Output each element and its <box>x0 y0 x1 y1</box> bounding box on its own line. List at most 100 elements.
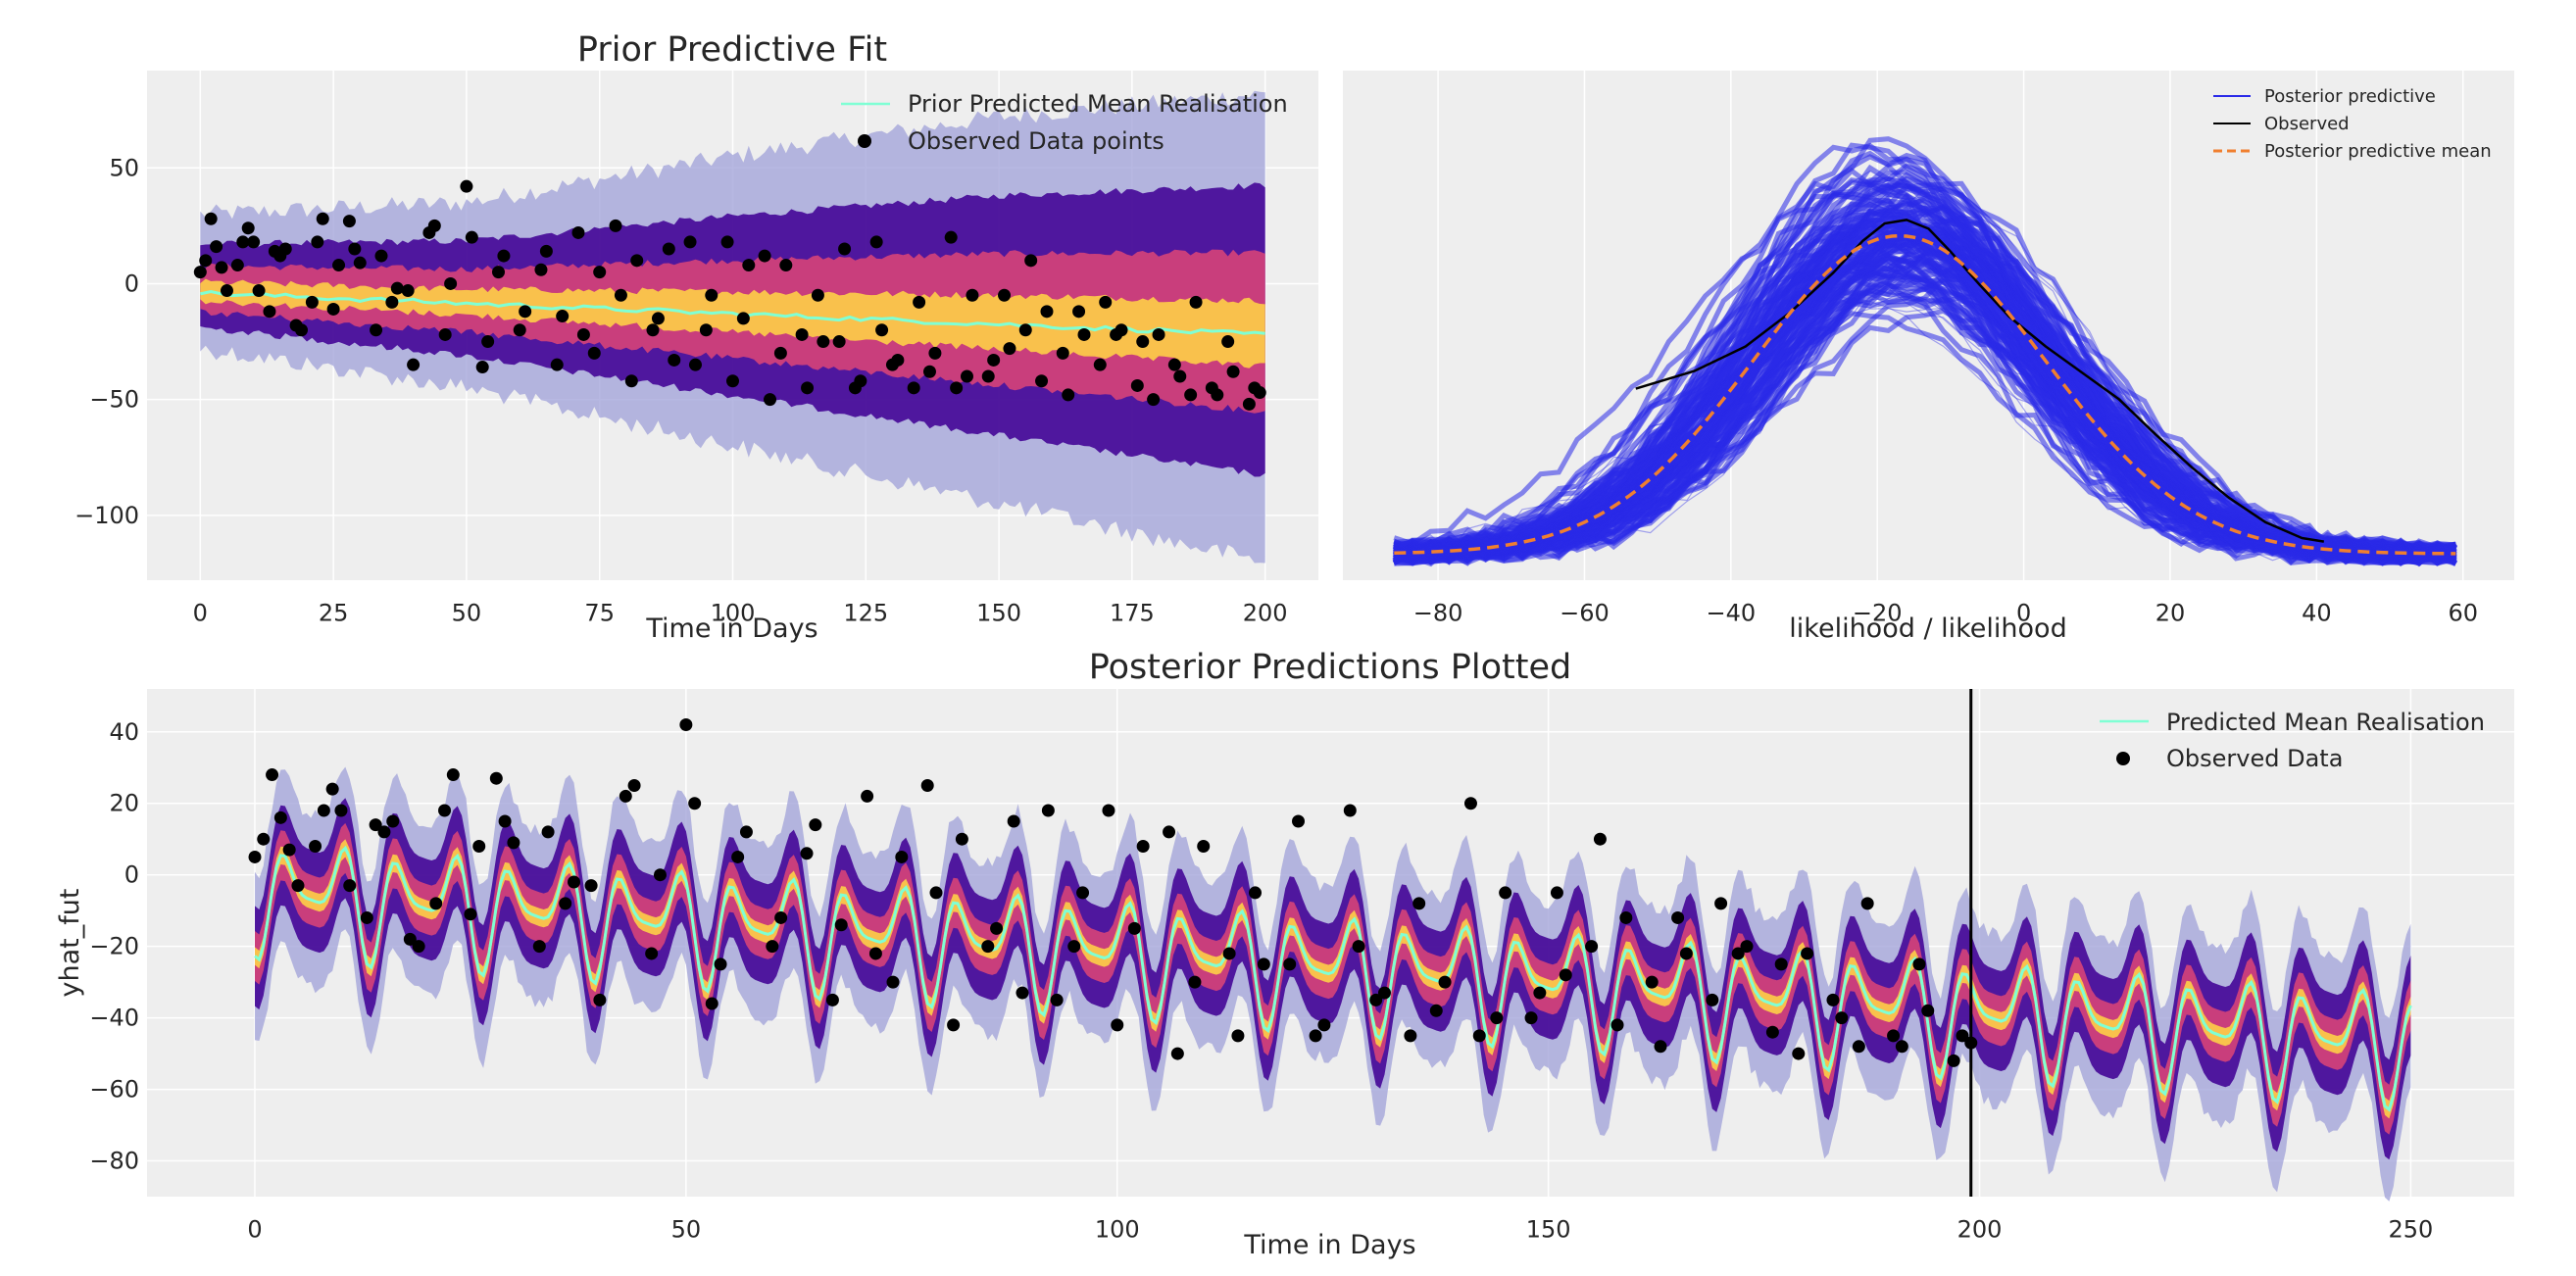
posterior-observed-point <box>1912 957 1926 971</box>
posterior-observed-point <box>1706 993 1719 1006</box>
posterior-observed-point <box>1610 1018 1624 1032</box>
prior-observed-point <box>1072 305 1086 319</box>
posterior-x-tick-label: 150 <box>1526 1216 1571 1244</box>
posterior-observed-point <box>464 908 477 921</box>
posterior-fan-layer <box>255 839 2411 1119</box>
ppc-x-tick-label: 40 <box>2302 600 2332 627</box>
posterior-x-tick-label: 250 <box>2389 1216 2434 1244</box>
posterior-observed-point <box>1774 957 1788 971</box>
posterior-observed-point <box>1007 814 1020 828</box>
prior-observed-point <box>928 346 942 360</box>
prior-observed-point <box>342 215 356 228</box>
posterior-observed-point <box>1921 1004 1935 1017</box>
prior-observed-point <box>742 259 756 272</box>
posterior-observed-point <box>1835 1011 1849 1025</box>
ppc-sample-curve <box>1394 257 2456 563</box>
posterior-observed-point <box>1801 947 1814 960</box>
posterior-observed-point <box>1412 897 1426 910</box>
posterior-observed-point <box>412 940 425 954</box>
prior-observed-point <box>407 358 421 371</box>
prior-observed-point <box>385 295 399 309</box>
ppc-sample-curve <box>1394 225 2456 563</box>
ppc-x-tick-label: −40 <box>1707 600 1757 627</box>
posterior-x-tick-labels: 0 50 100 150 200 250 <box>247 1216 2433 1244</box>
prior-observed-point <box>278 242 292 256</box>
posterior-observed-point <box>731 850 745 863</box>
posterior-observed-point <box>1127 921 1141 935</box>
posterior-observed-point <box>1076 886 1090 900</box>
posterior-x-tick-label: 100 <box>1095 1216 1140 1244</box>
posterior-observed-point <box>1050 993 1064 1006</box>
prior-observed-point <box>1189 295 1203 309</box>
posterior-mean-series-line <box>254 845 2412 1112</box>
ppc-sample-curve <box>1394 210 2456 564</box>
posterior-observed-point <box>1472 1029 1486 1043</box>
posterior-observed-point <box>1249 886 1263 900</box>
posterior-observed-point <box>1956 1029 1969 1043</box>
prior-title: Prior Predictive Fit <box>577 30 887 70</box>
posterior-observed-point <box>317 804 330 817</box>
prior-observed-point <box>854 374 867 388</box>
posterior-observed-point <box>1111 1018 1124 1032</box>
legend-label-posterior-predictive: Posterior predictive <box>2264 86 2436 107</box>
ppc-mean-series-line <box>1394 233 2456 556</box>
posterior-observed-point <box>438 804 452 817</box>
ppc-sample-curve <box>1394 225 2456 564</box>
prior-observed-point <box>1024 254 1038 268</box>
posterior-observed-point <box>369 818 382 832</box>
ppc-sample-curve <box>1393 298 2456 563</box>
prior-observed-point <box>230 259 244 272</box>
prior-observed-point <box>305 295 319 309</box>
prior-y-tick-label: 50 <box>109 154 139 181</box>
posterior-y-tick-label: −80 <box>89 1148 139 1175</box>
ppc-x-tick-label: −20 <box>1853 600 1903 627</box>
prior-observed-point <box>550 358 564 371</box>
prior-observed-point <box>736 312 750 325</box>
prior-observed-point <box>513 323 526 337</box>
posterior-x-tick-label: 0 <box>247 1216 262 1244</box>
prior-observed-point <box>556 310 570 323</box>
posterior-y-tick-label: 0 <box>124 861 139 889</box>
ppc-sample-curve <box>1393 186 2456 563</box>
posterior-observed-point <box>1438 975 1452 989</box>
posterior-observed-point <box>895 850 909 863</box>
prior-observed-point <box>1211 388 1224 402</box>
prior-observed-point <box>519 305 532 319</box>
ppc-sample-curve <box>1393 281 2456 564</box>
posterior-observed-point <box>653 868 667 882</box>
posterior-observed-point <box>403 932 417 946</box>
prior-observed-point <box>204 212 218 225</box>
posterior-observed-point <box>559 897 572 910</box>
posterior-observed-point <box>507 836 520 850</box>
posterior-observed-point <box>282 843 296 857</box>
posterior-observed-point <box>1197 840 1211 854</box>
prior-observed-point <box>1253 386 1266 400</box>
prior-observed-point <box>961 369 973 383</box>
posterior-observed-point <box>429 897 443 910</box>
prior-mean-series-line <box>199 289 1265 335</box>
prior-y-tick-label: 0 <box>124 270 139 297</box>
ppc-sample-curve <box>1394 253 2456 564</box>
posterior-observed-point <box>386 814 400 828</box>
prior-observed-point <box>1003 342 1016 356</box>
prior-x-tick-label: 100 <box>711 600 756 627</box>
posterior-observed-point <box>1585 940 1599 954</box>
prior-observed-point <box>726 374 739 388</box>
prior-observed-point <box>705 288 718 302</box>
posterior-y-tick-labels: 40 20 0 −20 −40 −60 −80 <box>89 718 139 1175</box>
prior-observed-point <box>210 240 223 254</box>
posterior-observed-point <box>834 918 848 932</box>
prior-observed-point <box>950 381 964 395</box>
posterior-observed-point <box>1377 986 1391 1000</box>
prior-observed-point <box>252 284 266 298</box>
posterior-observed-point <box>248 850 262 863</box>
posterior-observed-point <box>1188 975 1202 989</box>
posterior-observed-point <box>929 886 943 900</box>
ppc-x-tick-label: −80 <box>1413 600 1463 627</box>
prior-x-tick-label: 175 <box>1110 600 1155 627</box>
prior-observed-point <box>1035 374 1049 388</box>
ppc-sample-curve <box>1393 207 2456 563</box>
posterior-observed-point <box>1231 1029 1245 1043</box>
prior-observed-point <box>1226 365 1240 378</box>
ppc-x-tick-labels: −80 −60 −40 −20 0 20 40 60 <box>1413 600 2478 627</box>
